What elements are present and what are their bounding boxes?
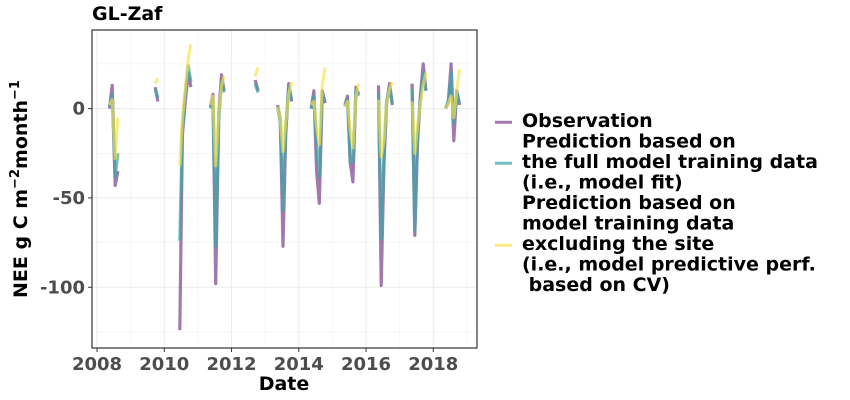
x-tick-label: 2018 (408, 354, 458, 375)
x-tick-label: 2016 (341, 354, 391, 375)
series-line (444, 69, 462, 120)
series-line (253, 83, 260, 94)
x-tick-label: 2010 (139, 354, 189, 375)
series-line (253, 66, 260, 77)
series-line (108, 98, 120, 161)
series-line (343, 83, 361, 150)
series-line (208, 75, 226, 168)
series-line (153, 77, 160, 85)
chart-title: GL-Zaf (92, 3, 163, 25)
y-axis-title-mid: month (10, 100, 32, 169)
legend-item-1: Observation (495, 110, 653, 132)
y-axis-title-sup2: −1 (8, 80, 23, 100)
y-axis-title: NEE g C m−2month−1 (8, 80, 32, 298)
series-line (153, 88, 160, 99)
series-3 (108, 44, 462, 168)
legend-item-3: Prediction based on model training data ex… (495, 192, 816, 296)
x-tick-label: 2012 (206, 354, 256, 375)
legend-label: Prediction based on the full model traini… (522, 131, 818, 194)
y-tick-label: -50 (52, 188, 85, 209)
x-tick-label: 2008 (72, 354, 122, 375)
y-axis: 0 -50 -100 (40, 99, 92, 298)
y-tick-label: 0 (72, 99, 85, 120)
series-line (276, 81, 294, 154)
series-layer (107, 44, 462, 331)
series-line (410, 72, 428, 155)
x-axis: 2008 2010 2012 2014 2016 2018 (72, 348, 458, 375)
legend-label: Observation (522, 110, 653, 132)
series-line (376, 81, 394, 159)
legend-label: Prediction based on model training data ex… (522, 192, 816, 296)
plot-frame (91, 29, 478, 349)
y-tick-label: -100 (40, 277, 85, 298)
series-line (309, 67, 327, 146)
gridlines (92, 30, 477, 348)
x-tick-label: 2014 (274, 354, 324, 375)
series-line (178, 44, 193, 166)
y-axis-title-main: NEE g C m (10, 189, 32, 298)
y-axis-title-sup1: −2 (8, 169, 23, 189)
legend-item-2: Prediction based on the full model traini… (495, 131, 818, 194)
x-axis-title: Date (259, 373, 310, 395)
